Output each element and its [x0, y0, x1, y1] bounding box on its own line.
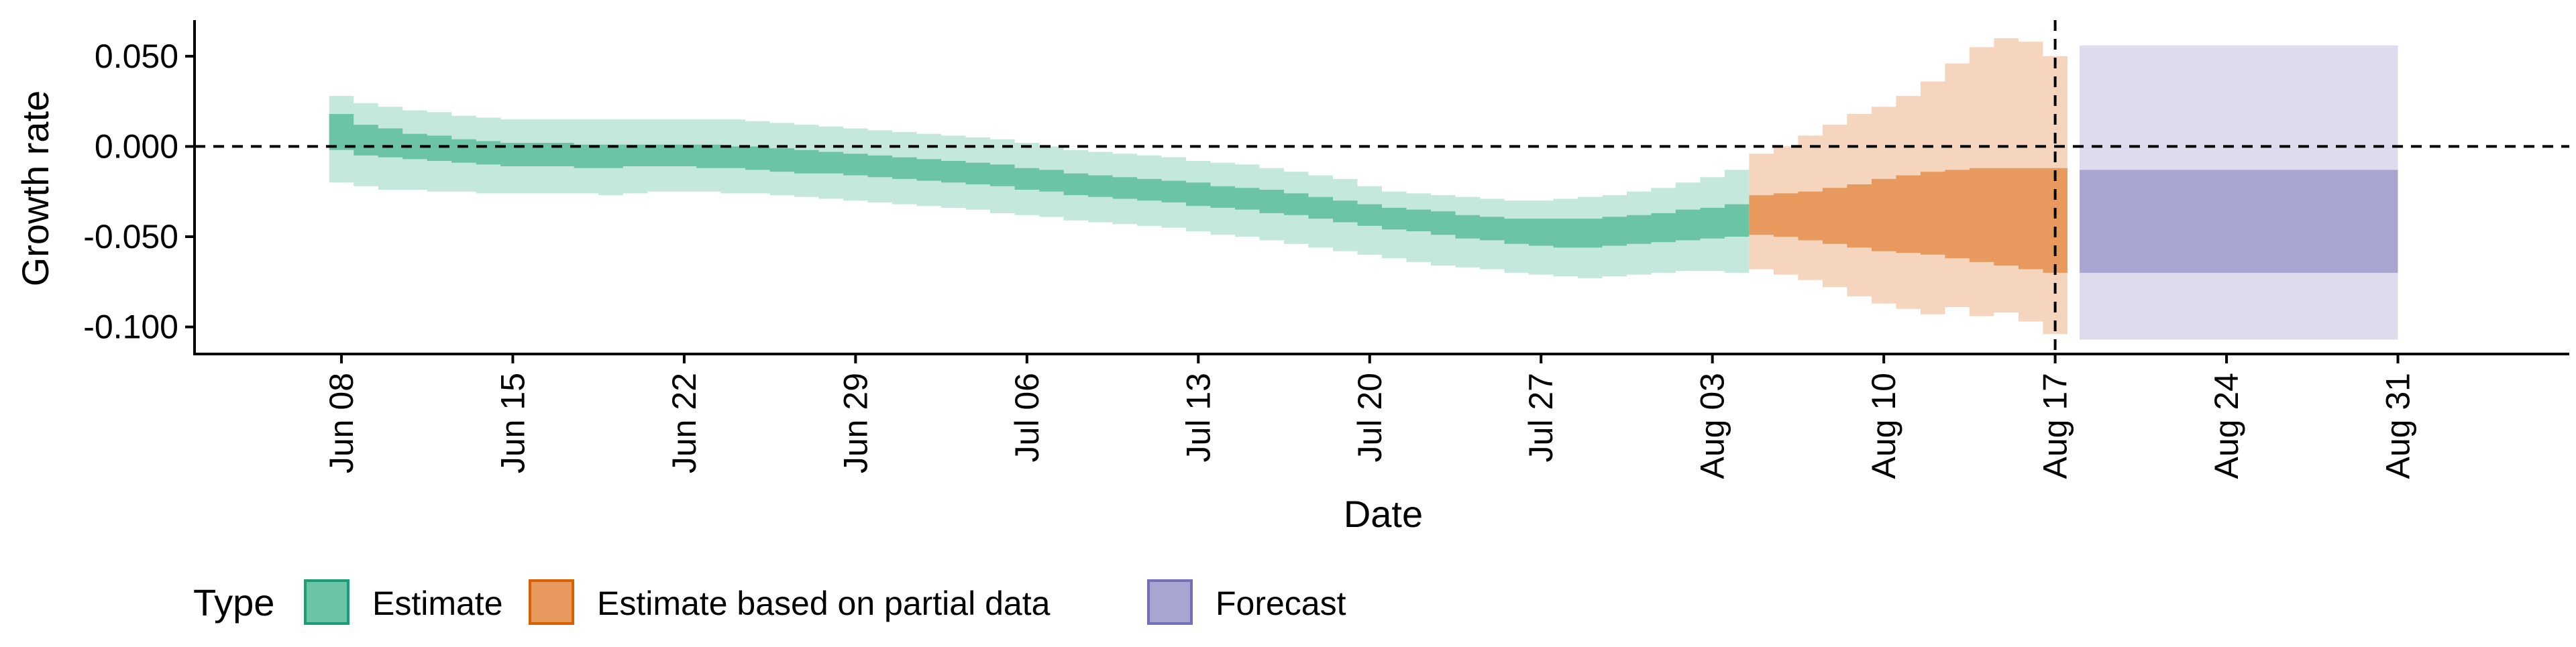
y-tick-label: -0.100 — [83, 308, 178, 346]
y-axis-title: Growth rate — [14, 91, 56, 287]
x-tick-label: Jul 13 — [1179, 373, 1217, 462]
x-tick-label: Aug 17 — [2037, 373, 2074, 479]
x-tick-label: Aug 31 — [2379, 373, 2417, 479]
ribbon-50-estimate-based-on-partial-data — [1749, 168, 2068, 273]
x-tick-label: Aug 03 — [1694, 373, 1731, 479]
x-tick-label: Jun 29 — [837, 373, 874, 473]
x-tick-label: Aug 10 — [1865, 373, 1902, 479]
legend-swatch-estimate — [304, 579, 350, 625]
legend-swatch-estimate-based-on-partial-data — [529, 579, 574, 625]
y-tick-label: 0.050 — [95, 38, 178, 75]
y-tick-label: -0.050 — [83, 218, 178, 255]
legend: Type Estimate Estimate based on partial d… — [193, 579, 1346, 625]
legend-title: Type — [193, 581, 274, 624]
legend-label-estimate-based-on-partial-data: Estimate based on partial data — [597, 585, 1051, 622]
x-tick-label: Jul 20 — [1351, 373, 1389, 462]
x-tick-label: Jul 27 — [1522, 373, 1560, 462]
legend-label-estimate: Estimate — [372, 585, 503, 622]
x-tick-label: Jun 22 — [665, 373, 703, 473]
x-tick-label: Jun 08 — [323, 373, 360, 473]
ribbons-layer — [329, 38, 2398, 340]
axes-layer: 0.050 0.000 -0.050 -0.100 Jun 08 Jun 15 Jun 22… — [83, 20, 2569, 479]
reference-lines-layer — [195, 20, 2569, 354]
x-axis-title: Date — [1344, 493, 1423, 535]
x-tick-label: Aug 24 — [2208, 373, 2245, 479]
y-tick-label: 0.000 — [95, 127, 178, 165]
x-tick-label: Jul 06 — [1008, 373, 1046, 462]
legend-label-forecast: Forecast — [1216, 585, 1346, 622]
x-tick-label: Jun 15 — [494, 373, 531, 473]
ribbon-50-forecast — [2080, 170, 2398, 273]
legend-swatch-forecast — [1147, 579, 1193, 625]
